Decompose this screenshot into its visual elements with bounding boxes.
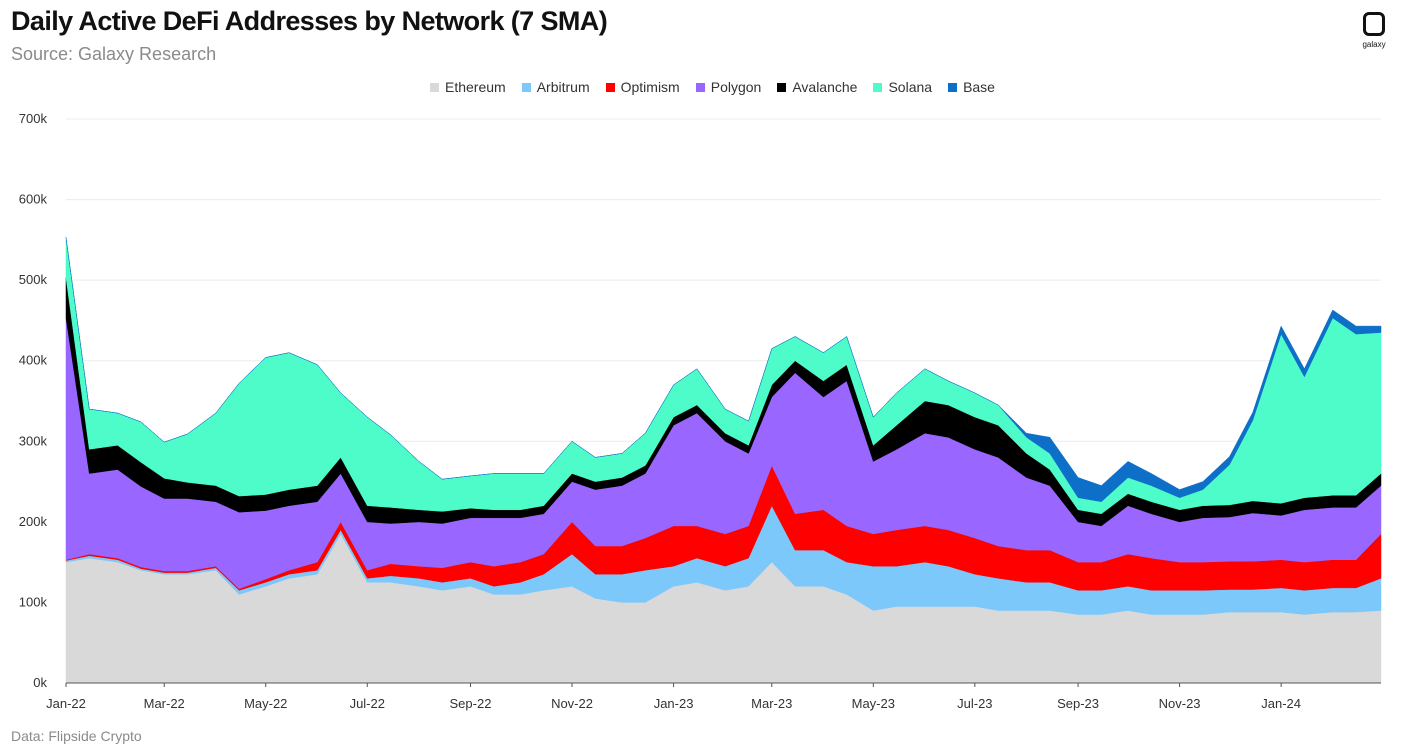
legend-item-polygon: Polygon [695, 79, 762, 95]
legend-swatch [873, 82, 883, 92]
legend-item-base: Base [948, 79, 995, 95]
chart-subtitle: Source: Galaxy Research [11, 44, 217, 64]
legend-item-avalanche: Avalanche [777, 79, 857, 95]
legend-item-optimism: Optimism [605, 79, 680, 95]
x-tick-label: Sep-22 [450, 696, 492, 711]
legend-swatch [695, 82, 705, 92]
y-tick-label: 500k [19, 272, 48, 287]
legend-label: Polygon [710, 79, 762, 95]
legend-swatch [948, 82, 958, 92]
y-tick-label: 0k [33, 675, 47, 690]
x-tick-label: Jul-23 [957, 696, 992, 711]
chart-title: Daily Active DeFi Addresses by Network (… [11, 6, 608, 36]
y-tick-label: 100k [19, 594, 48, 609]
x-tick-label: Nov-23 [1159, 696, 1201, 711]
galaxy-logo-icon [1363, 12, 1385, 36]
legend-label: Base [963, 79, 995, 95]
series-area-base [65, 237, 1382, 502]
x-tick-label: Mar-22 [144, 696, 185, 711]
legend-label: Ethereum [445, 79, 506, 95]
y-tick-label: 200k [19, 514, 48, 529]
y-tick-label: 700k [19, 111, 48, 126]
logo-text: galaxy [1362, 40, 1386, 49]
legend-item-solana: Solana [873, 79, 932, 95]
x-tick-label: Jan-22 [46, 696, 86, 711]
chart-legend: Ethereum Arbitrum Optimism Polygon Avalanche… [0, 79, 1405, 95]
y-axis-ticks: 0k 100k 200k 300k 400k 500k 600k 700k [19, 111, 48, 690]
legend-swatch [777, 82, 787, 92]
y-tick-label: 600k [19, 192, 48, 207]
legend-label: Arbitrum [536, 79, 590, 95]
legend-label: Solana [888, 79, 933, 95]
data-source-note: Data: Flipside Crypto [11, 728, 142, 744]
legend-item-arbitrum: Arbitrum [521, 79, 590, 95]
x-tick-label: Jan-23 [654, 696, 694, 711]
x-tick-label: Jan-24 [1261, 696, 1301, 711]
galaxy-logo: galaxy [1356, 12, 1392, 49]
legend-label: Optimism [620, 79, 680, 95]
y-tick-label: 300k [19, 433, 48, 448]
legend-swatch [430, 82, 439, 92]
x-tick-label: Sep-23 [1057, 696, 1099, 711]
x-tick-label: Mar-23 [751, 696, 792, 711]
legend-label: Avalanche [792, 79, 858, 95]
series-areas [65, 237, 1382, 684]
legend-swatch [521, 82, 531, 92]
x-axis-ticks: Jan-22 Mar-22 May-22 Jul-22 Sep-22 Nov-22 Jan-… [46, 683, 1301, 711]
y-tick-label: 400k [19, 353, 48, 368]
x-tick-label: Jul-22 [350, 696, 385, 711]
legend-item-ethereum: Ethereum [430, 79, 506, 95]
x-tick-label: Nov-22 [551, 696, 593, 711]
x-tick-label: May-22 [244, 696, 287, 711]
x-tick-label: May-23 [852, 696, 895, 711]
legend-swatch [605, 82, 615, 92]
